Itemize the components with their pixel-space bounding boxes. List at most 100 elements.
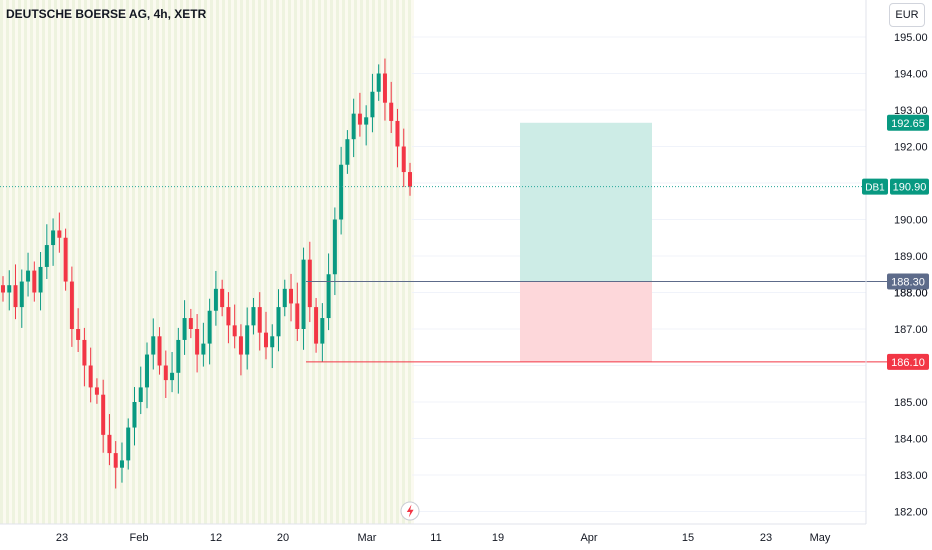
x-tick-label: 23	[56, 532, 68, 544]
candle-body	[145, 354, 150, 388]
chart-title: DEUTSCHE BOERSE AG, 4h, XETR	[6, 7, 207, 21]
candle-body	[176, 339, 181, 373]
position-zones	[520, 122, 652, 362]
candle-body	[32, 270, 37, 293]
candle-body	[289, 288, 294, 304]
candle-body	[332, 219, 337, 275]
candle-body	[7, 285, 12, 293]
candle-body	[263, 332, 268, 348]
x-tick-label: Apr	[580, 532, 597, 544]
x-tick-label: 11	[430, 532, 441, 544]
lightning-icon[interactable]	[400, 501, 420, 521]
candle-body	[408, 172, 412, 187]
candle-body	[295, 303, 300, 329]
y-tick-label-hidden: 188.00	[894, 288, 928, 300]
y-axis: 182.00183.00184.00185.00186.00187.00188.…	[865, 0, 928, 524]
candle-body	[213, 288, 218, 311]
candle-body	[245, 325, 250, 355]
x-tick-label: Feb	[130, 532, 149, 544]
candle-body	[282, 288, 287, 308]
candle-body	[207, 310, 212, 344]
grid	[412, 36, 866, 512]
candle-body	[119, 460, 124, 468]
svg-text:DB1: DB1	[865, 183, 885, 194]
candle-body	[126, 427, 131, 461]
x-tick-label: May	[810, 532, 831, 544]
candle-body	[38, 266, 43, 293]
candle-body	[113, 453, 118, 468]
candle-body	[370, 91, 375, 118]
stop-price-badge: 186.10	[887, 353, 929, 370]
price-badges: 188.00 192.65 188.30 186.10 DB1 190.90	[862, 114, 929, 370]
y-tick-label: 190.00	[894, 215, 928, 227]
candle-body	[351, 113, 356, 140]
candle-body	[88, 365, 93, 388]
candle-body	[19, 281, 24, 308]
stop-zone	[520, 281, 652, 362]
candle-body	[69, 281, 74, 329]
x-tick-label: 19	[492, 532, 504, 544]
candle-body	[270, 336, 275, 348]
x-tick-label: 23	[760, 532, 772, 544]
y-tick-label: 189.00	[894, 251, 928, 263]
candle-body	[320, 318, 325, 344]
candle-body	[132, 402, 137, 428]
candle-body	[226, 307, 231, 326]
svg-text:186.10: 186.10	[891, 357, 925, 369]
candle-body	[157, 336, 162, 366]
currency-button[interactable]: EUR	[889, 3, 925, 27]
candle-body	[170, 372, 175, 381]
x-tick-label: Mar	[358, 532, 377, 544]
candle-body	[382, 73, 387, 103]
candle-body	[195, 329, 200, 355]
svg-text:192.65: 192.65	[891, 118, 925, 130]
candle-body	[13, 285, 18, 308]
candle-body	[26, 270, 31, 282]
candle-body	[314, 307, 319, 344]
candle-body	[151, 336, 156, 355]
candle-body	[63, 237, 68, 282]
candle-body	[1, 285, 5, 293]
candle-body	[276, 307, 281, 337]
candle-body	[138, 387, 143, 402]
candle-body	[182, 318, 187, 340]
x-tick-label: 12	[210, 532, 222, 544]
candle-body	[339, 164, 344, 220]
candle-body	[357, 113, 362, 125]
candle-body	[220, 288, 225, 308]
candle-body	[101, 394, 106, 435]
entry-price-badge: 188.30	[887, 273, 929, 290]
y-tick-label: 185.00	[894, 397, 928, 409]
candle-body	[188, 318, 193, 329]
candle-body	[389, 102, 394, 121]
candle-body	[51, 230, 56, 246]
candle-body	[326, 274, 331, 319]
y-tick-label: 192.00	[894, 142, 928, 154]
candle-body	[307, 259, 312, 308]
svg-text:190.90: 190.90	[893, 182, 927, 194]
y-tick-label: 187.00	[894, 324, 928, 336]
candle-body	[94, 387, 99, 395]
x-tick-label: 15	[682, 532, 694, 544]
candle-body	[251, 307, 256, 326]
candle-body	[364, 117, 369, 125]
svg-text:188.30: 188.30	[891, 277, 925, 289]
candle-body	[232, 325, 237, 337]
candle-body	[345, 139, 350, 165]
y-tick-label: 193.00	[894, 105, 928, 117]
y-tick-label: 195.00	[894, 32, 928, 44]
candle-body	[163, 365, 168, 381]
candle-body	[44, 245, 49, 267]
x-axis: 23 Feb 12 20 Mar 11 19 Apr 15 23 May	[0, 523, 866, 544]
x-tick-label: 20	[277, 532, 289, 544]
current-price-badge: DB1 190.90	[862, 178, 929, 195]
candle-body	[201, 343, 206, 355]
candle-body	[257, 307, 262, 333]
candle-body	[76, 329, 81, 340]
candle-body	[376, 73, 381, 92]
candle-body	[57, 230, 62, 238]
candle-body	[401, 146, 406, 173]
candle-body	[82, 339, 87, 366]
candle-body	[238, 336, 243, 355]
